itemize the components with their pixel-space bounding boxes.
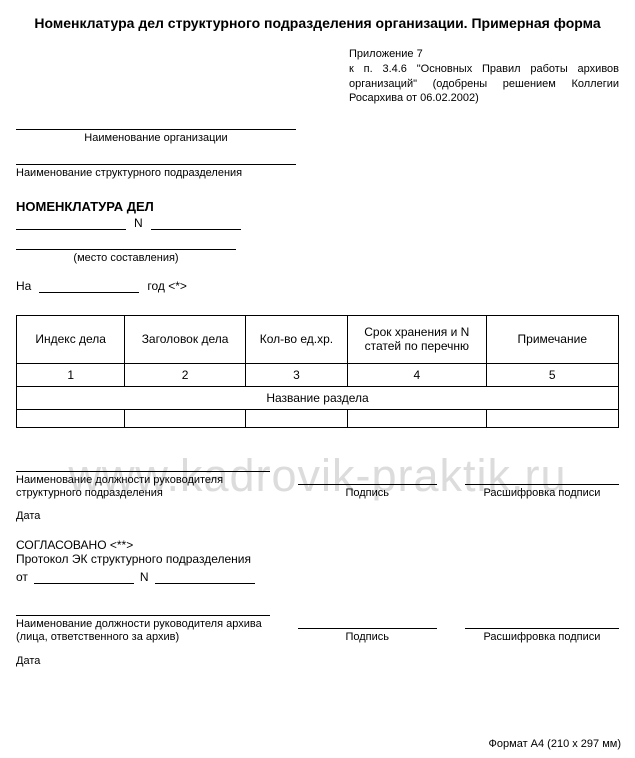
number-line-left xyxy=(16,216,126,230)
th-index: Индекс дела xyxy=(17,315,125,363)
table-section-row: Название раздела xyxy=(17,386,619,409)
place-label: (место составления) xyxy=(16,250,236,265)
page-title: Номенклатура дел структурного подразделе… xyxy=(16,14,619,33)
place-line xyxy=(16,236,236,250)
appendix-block: Приложение 7 к п. 3.4.6 "Основных Правил… xyxy=(349,47,619,106)
th-term: Срок хранения и N статей по перечню xyxy=(348,315,486,363)
org-name-label: Наименование организации xyxy=(16,130,296,145)
section-title-cell: Название раздела xyxy=(17,386,619,409)
date-label-2: Дата xyxy=(16,655,619,667)
empty-cell xyxy=(245,409,347,427)
subdiv-name-line xyxy=(16,151,296,165)
colnum-4: 4 xyxy=(348,363,486,386)
sig2-decode-line xyxy=(465,615,619,629)
sig1-sign-line xyxy=(298,471,437,485)
main-table: Индекс дела Заголовок дела Кол-во ед.хр.… xyxy=(16,315,619,428)
empty-cell xyxy=(125,409,245,427)
org-name-line xyxy=(16,116,296,130)
year-row: На год <*> xyxy=(16,279,296,293)
sig2-decode-label: Расшифровка подписи xyxy=(465,629,619,644)
sig1-position-label: Наименование должности руководителя стру… xyxy=(16,472,270,500)
agree-from-line xyxy=(34,570,134,584)
signature-row-1: Наименование должности руководителя стру… xyxy=(16,458,619,500)
agree-header: СОГЛАСОВАНО <**> xyxy=(16,538,296,552)
table-number-row: 1 2 3 4 5 xyxy=(17,363,619,386)
sig2-position-line xyxy=(16,602,270,616)
place-block: (место составления) xyxy=(16,236,296,265)
agree-text: Протокол ЭК структурного подразделения xyxy=(16,552,296,566)
sig1-decode-label: Расшифровка подписи xyxy=(465,485,619,500)
sig1-col2: Подпись xyxy=(298,471,437,500)
subdiv-name-label: Наименование структурного подразделения xyxy=(16,165,296,180)
sig2-position-label: Наименование должности руководителя архи… xyxy=(16,616,270,644)
sig1-sign-label: Подпись xyxy=(298,485,437,500)
sig1-position-line xyxy=(16,458,270,472)
sig2-col2: Подпись xyxy=(298,615,437,644)
sig2-sign-label: Подпись xyxy=(298,629,437,644)
sig2-col1: Наименование должности руководителя архи… xyxy=(16,602,270,644)
empty-cell xyxy=(486,409,618,427)
sig1-col1: Наименование должности руководителя стру… xyxy=(16,458,270,500)
table-header-row: Индекс дела Заголовок дела Кол-во ед.хр.… xyxy=(17,315,619,363)
agree-block: СОГЛАСОВАНО <**> Протокол ЭК структурног… xyxy=(16,538,296,584)
agree-from-label: от xyxy=(16,570,28,584)
agree-n-label: N xyxy=(140,570,149,584)
for-prefix: На xyxy=(16,279,31,293)
document-page: Номенклатура дел структурного подразделе… xyxy=(0,0,635,677)
colnum-5: 5 xyxy=(486,363,618,386)
nomenclature-heading: НОМЕНКЛАТУРА ДЕЛ xyxy=(16,199,619,214)
year-label: год <*> xyxy=(147,279,187,293)
date-label-1: Дата xyxy=(16,510,619,522)
sig2-sign-line xyxy=(298,615,437,629)
number-row: N xyxy=(16,216,296,230)
th-note: Примечание xyxy=(486,315,618,363)
year-line xyxy=(39,279,139,293)
colnum-2: 2 xyxy=(125,363,245,386)
n-label: N xyxy=(134,216,143,230)
number-line-right xyxy=(151,216,241,230)
agree-from-row: от N xyxy=(16,570,296,584)
colnum-3: 3 xyxy=(245,363,347,386)
appendix-line1: Приложение 7 xyxy=(349,47,619,62)
subdiv-field-block: Наименование структурного подразделения xyxy=(16,151,296,180)
th-count: Кол-во ед.хр. xyxy=(245,315,347,363)
th-title: Заголовок дела xyxy=(125,315,245,363)
sig2-col3: Расшифровка подписи xyxy=(465,615,619,644)
footer-format: Формат А4 (210 x 297 мм) xyxy=(489,738,621,750)
agree-n-line xyxy=(155,570,255,584)
empty-cell xyxy=(17,409,125,427)
signature-row-2: Наименование должности руководителя архи… xyxy=(16,602,619,644)
empty-cell xyxy=(348,409,486,427)
sig1-decode-line xyxy=(465,471,619,485)
colnum-1: 1 xyxy=(17,363,125,386)
table-empty-row xyxy=(17,409,619,427)
org-field-block: Наименование организации xyxy=(16,116,296,145)
appendix-line2: к п. 3.4.6 "Основных Правил работы архив… xyxy=(349,62,619,107)
sig1-col3: Расшифровка подписи xyxy=(465,471,619,500)
